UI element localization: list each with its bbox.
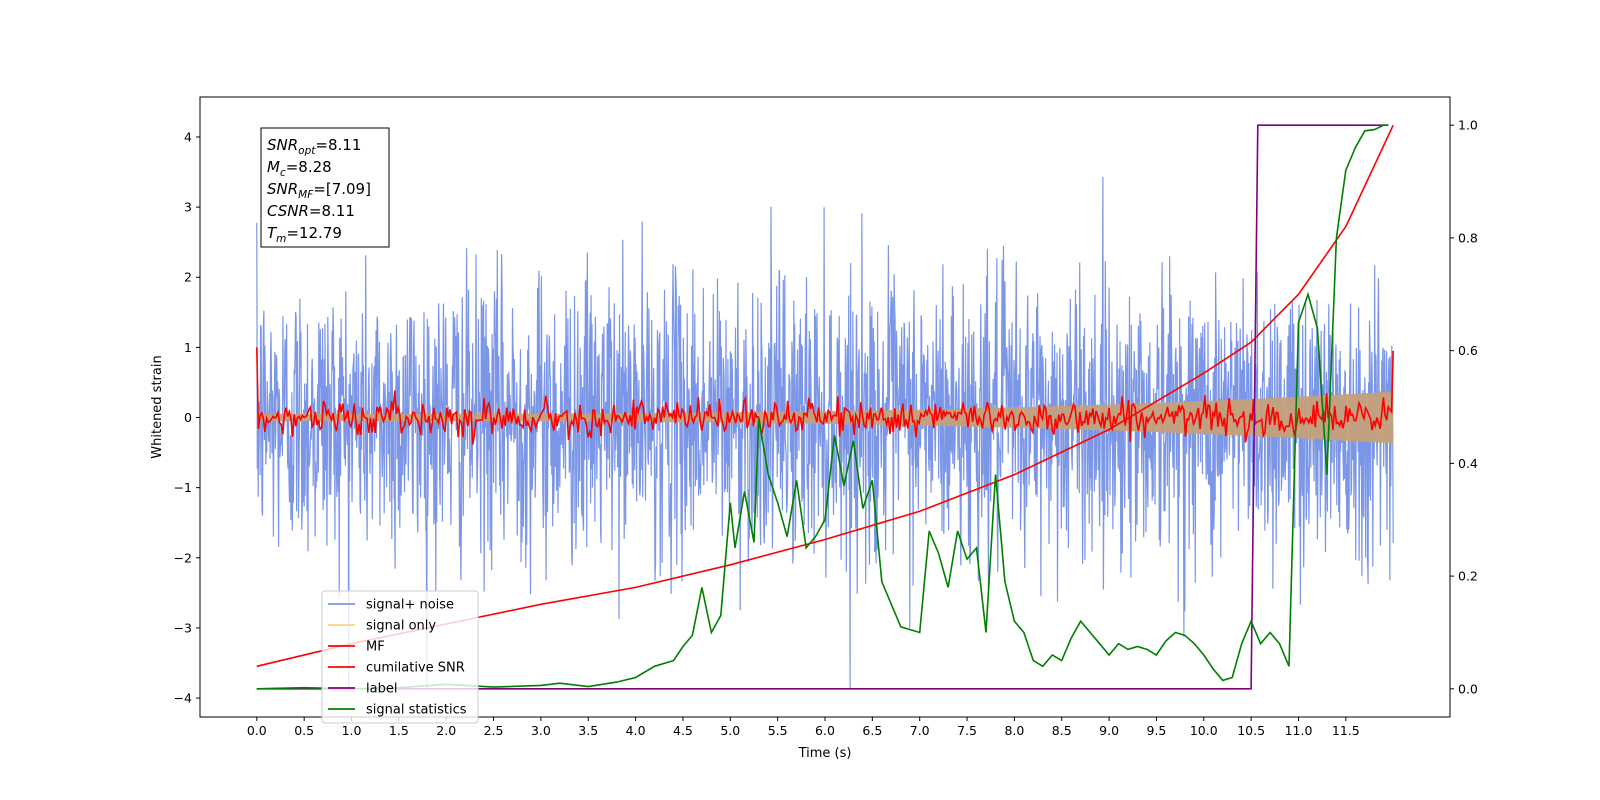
y2-tick-label: 0.0: [1458, 681, 1478, 696]
annotation-line: CSNR=8.11: [267, 202, 355, 220]
x-axis-label: Time (s): [798, 746, 852, 761]
y-tick-label: 2: [184, 270, 192, 285]
x-tick-label: 2.5: [484, 723, 504, 738]
x-axis: 0.0 0.5 1.0 1.5 2.0 2.5 3.0 3.5 4.0 4.5 5.0 5.5 6.0 6…: [247, 717, 1360, 738]
x-tick-label: 6.5: [862, 723, 882, 738]
annotation-box: SNRopt=8.11Mc=8.28SNRMF=[7.09]CSNR=8.11T…: [260, 127, 390, 248]
annotation-subscript: m: [276, 233, 286, 245]
annotation-subscript: MF: [298, 189, 314, 201]
annotation-line: SNRMF=[7.09]: [267, 180, 371, 201]
y-axis-left: −4 −3 −2 −1 0 1 2 3 4: [174, 129, 200, 706]
y-tick-label: 4: [184, 129, 192, 144]
y2-tick-label: 1.0: [1458, 118, 1478, 133]
legend-label: MF: [366, 640, 385, 655]
x-tick-label: 3.5: [578, 723, 598, 738]
y2-tick-label: 0.8: [1458, 230, 1478, 245]
x-tick-label: 11.0: [1285, 723, 1313, 738]
legend-label: signal statistics: [366, 703, 467, 718]
y-axis-right: 0.0 0.2 0.4 0.6 0.8 1.0: [1450, 118, 1478, 696]
legend-label: signal+ noise: [366, 598, 454, 613]
legend: signal+ noise signal only MF cumilative SNR…: [321, 590, 479, 724]
x-tick-label: 5.0: [720, 723, 740, 738]
annotation-value: =8.28: [286, 158, 332, 176]
x-tick-label: 4.5: [673, 723, 693, 738]
annotation-line: SNRopt=8.11: [267, 136, 361, 157]
x-tick-label: 10.5: [1237, 723, 1265, 738]
legend-label: signal only: [366, 619, 436, 634]
x-tick-label: 7.5: [957, 723, 977, 738]
series-signal-statistics: [256, 124, 1389, 690]
x-tick-label: 9.5: [1146, 723, 1166, 738]
annotation-symbol: CSNR: [267, 202, 309, 220]
y-axis-label: Whitened strain: [150, 355, 165, 458]
annotation-line: Mc=8.28: [267, 158, 332, 179]
x-tick-label: 8.0: [1004, 723, 1024, 738]
annotation-value: =8.11: [309, 202, 355, 220]
x-tick-label: 9.0: [1099, 723, 1119, 738]
x-tick-label: 0.0: [247, 723, 267, 738]
x-tick-label: 7.0: [910, 723, 930, 738]
y2-tick-label: 0.2: [1458, 569, 1478, 584]
y-tick-label: 0: [184, 410, 192, 425]
series-mf: [256, 347, 1394, 445]
annotation-symbol: T: [267, 224, 278, 242]
y-tick-label: 3: [184, 200, 192, 215]
y-tick-label: 1: [184, 340, 192, 355]
legend-frame: [321, 590, 479, 724]
annotation-value: =8.11: [315, 136, 361, 154]
annotation-symbol: SNR: [267, 136, 298, 154]
x-tick-label: 0.5: [294, 723, 314, 738]
x-tick-label: 1.5: [389, 723, 409, 738]
annotation-value: =12.79: [286, 224, 342, 242]
annotation-subscript: c: [280, 167, 286, 179]
x-tick-label: 6.0: [815, 723, 835, 738]
annotation-symbol: M: [267, 158, 280, 176]
y-tick-label: −1: [174, 480, 192, 495]
y2-tick-label: 0.6: [1458, 343, 1478, 358]
legend-label: cumilative SNR: [366, 661, 465, 676]
annotation-frame: [260, 127, 390, 248]
x-tick-label: 3.0: [531, 723, 551, 738]
y-tick-label: −4: [174, 691, 192, 706]
annotation-symbol: SNR: [267, 180, 298, 198]
x-tick-label: 10.0: [1190, 723, 1218, 738]
annotation-value: =[7.09]: [313, 180, 371, 198]
x-tick-label: 2.0: [436, 723, 456, 738]
y2-tick-label: 0.4: [1458, 456, 1478, 471]
series-label: [256, 124, 1389, 690]
annotation-subscript: opt: [298, 145, 316, 157]
y-tick-label: −2: [174, 550, 192, 565]
series-signal-noise: [256, 176, 1394, 692]
y-tick-label: −3: [174, 620, 192, 635]
x-tick-label: 1.0: [342, 723, 362, 738]
x-tick-label: 5.5: [768, 723, 788, 738]
annotation-line: Tm=12.79: [267, 224, 342, 245]
legend-label: label: [366, 682, 397, 697]
x-tick-label: 11.5: [1332, 723, 1360, 738]
x-tick-label: 8.5: [1052, 723, 1072, 738]
x-tick-label: 4.0: [626, 723, 646, 738]
